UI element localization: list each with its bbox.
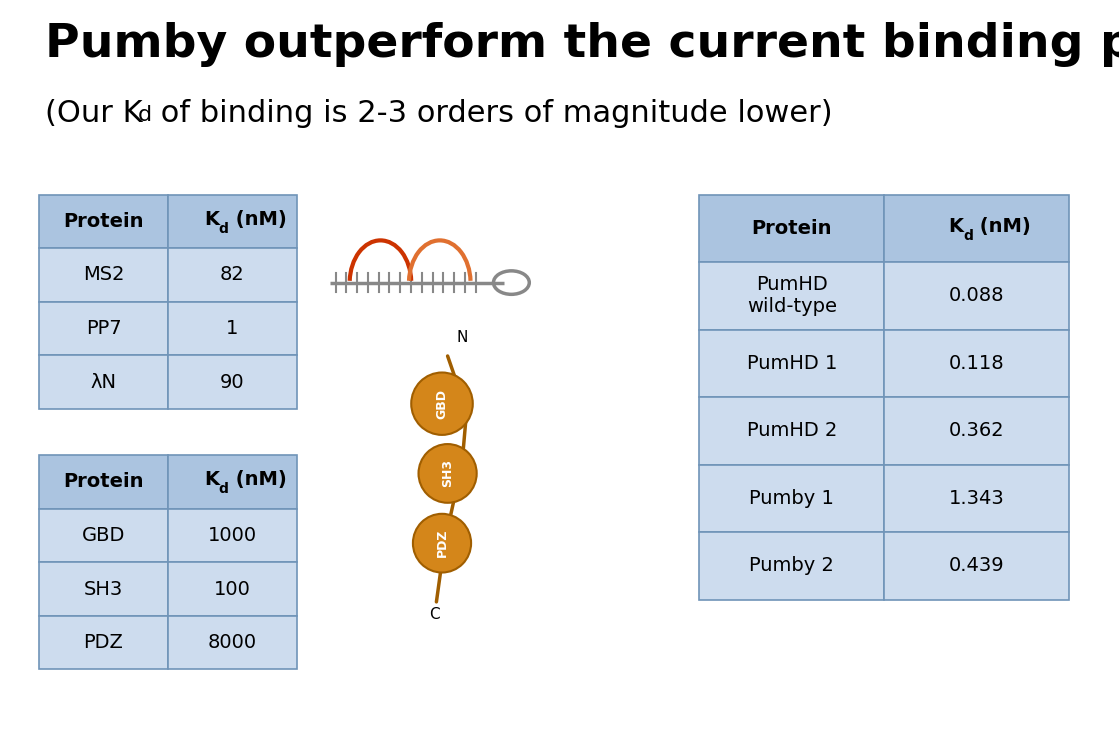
Text: PP7: PP7	[86, 319, 121, 338]
Text: d: d	[219, 222, 228, 236]
Text: MS2: MS2	[83, 266, 124, 284]
Bar	[168, 195, 297, 248]
Text: 82: 82	[219, 266, 245, 284]
Text: GBD: GBD	[82, 526, 125, 545]
Ellipse shape	[419, 444, 477, 503]
Bar	[699, 330, 884, 397]
Bar	[39, 355, 168, 409]
Text: PumHD
wild-type: PumHD wild-type	[746, 275, 837, 316]
Bar	[168, 455, 297, 509]
Text: Pumby 2: Pumby 2	[750, 556, 834, 575]
Text: λN: λN	[91, 373, 116, 391]
Text: K: K	[205, 470, 219, 489]
Text: 0.362: 0.362	[949, 421, 1004, 440]
Bar	[884, 262, 1069, 330]
Text: 8000: 8000	[208, 633, 256, 652]
Bar	[168, 302, 297, 355]
Text: d: d	[962, 228, 972, 243]
Text: (nM): (nM)	[229, 470, 286, 489]
Bar	[39, 455, 168, 509]
Bar	[168, 616, 297, 669]
Text: 90: 90	[219, 373, 245, 391]
Text: of binding is 2-3 orders of magnitude lower): of binding is 2-3 orders of magnitude lo…	[151, 99, 833, 128]
Text: PumHD 1: PumHD 1	[746, 354, 837, 373]
Bar	[699, 195, 884, 262]
Bar	[699, 465, 884, 532]
Text: 1.343: 1.343	[949, 489, 1004, 508]
Text: 1: 1	[226, 319, 238, 338]
Text: PDZ: PDZ	[84, 633, 123, 652]
Text: GBD: GBD	[435, 389, 449, 418]
Bar	[39, 195, 168, 248]
Bar	[39, 509, 168, 562]
Bar	[699, 397, 884, 465]
Bar	[884, 195, 1069, 262]
Text: (nM): (nM)	[229, 210, 286, 228]
Text: SH3: SH3	[84, 580, 123, 598]
Text: d: d	[219, 482, 228, 496]
Text: (nM): (nM)	[974, 217, 1031, 236]
Text: Protein: Protein	[752, 219, 831, 238]
Text: Pumby outperform the current binding proteins: Pumby outperform the current binding pro…	[45, 22, 1119, 67]
Bar	[168, 562, 297, 616]
Text: 1000: 1000	[208, 526, 256, 545]
Text: C: C	[429, 607, 440, 622]
Bar	[168, 509, 297, 562]
Text: d: d	[138, 105, 152, 125]
Text: SH3: SH3	[441, 459, 454, 487]
Text: Protein: Protein	[64, 212, 143, 230]
Text: 100: 100	[214, 580, 251, 598]
Ellipse shape	[413, 514, 471, 573]
Ellipse shape	[412, 373, 472, 435]
Bar	[884, 465, 1069, 532]
Bar	[39, 248, 168, 302]
Text: 0.439: 0.439	[949, 556, 1004, 575]
Text: 0.088: 0.088	[949, 286, 1004, 305]
Text: K: K	[949, 217, 963, 236]
Text: K: K	[205, 210, 219, 228]
Bar	[168, 248, 297, 302]
Bar	[699, 532, 884, 600]
Text: Protein: Protein	[64, 473, 143, 491]
Bar	[884, 532, 1069, 600]
Bar	[884, 397, 1069, 465]
Bar	[39, 616, 168, 669]
Text: N: N	[457, 330, 468, 345]
Bar	[699, 262, 884, 330]
Text: PumHD 2: PumHD 2	[746, 421, 837, 440]
Text: (Our K: (Our K	[45, 99, 142, 128]
Text: PDZ: PDZ	[435, 529, 449, 557]
Bar	[39, 302, 168, 355]
Bar	[884, 330, 1069, 397]
Bar	[39, 562, 168, 616]
Text: 0.118: 0.118	[949, 354, 1004, 373]
Text: Pumby 1: Pumby 1	[750, 489, 834, 508]
Bar	[168, 355, 297, 409]
